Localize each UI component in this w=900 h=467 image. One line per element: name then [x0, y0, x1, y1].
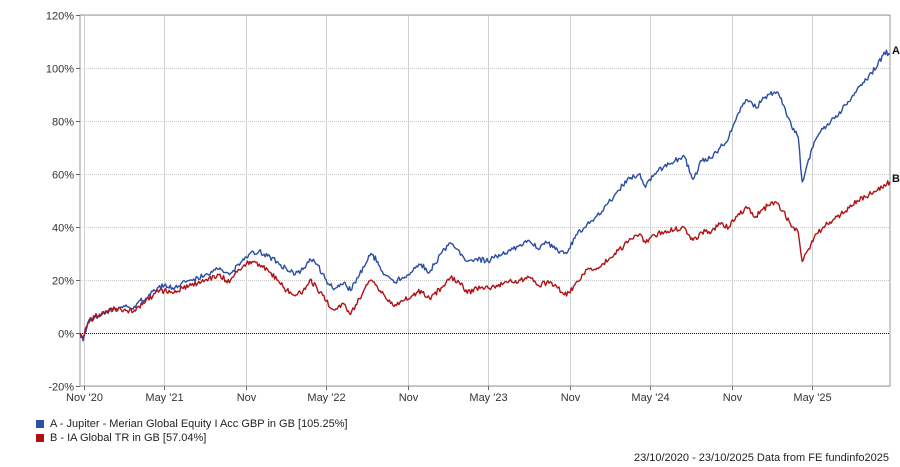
legend-label-b: B - IA Global TR in GB [57.04%] — [50, 432, 207, 444]
legend-item-b[interactable]: B - IA Global TR in GB [57.04%] — [36, 431, 348, 445]
x-tick-label: May '25 — [793, 392, 831, 404]
x-axis: Nov '20 May '21 Nov May '22 Nov May '23 Nov May… — [66, 386, 832, 404]
footer-date-range: 23/10/2020 - 23/10/2025 — [633, 452, 754, 464]
series-lines: AB — [79, 45, 900, 342]
y-tick-label: 20% — [52, 276, 74, 288]
series-line-a — [79, 49, 891, 342]
series-end-label-b: B — [892, 173, 900, 185]
legend: A - Jupiter - Merian Global Equity I Acc… — [36, 417, 348, 445]
x-tick-label: May '22 — [307, 392, 345, 404]
x-tick-label: May '23 — [469, 392, 507, 404]
series-line-b — [79, 180, 891, 339]
y-tick-label: 120% — [46, 11, 74, 23]
legend-swatch-a — [36, 420, 44, 428]
grid — [80, 15, 890, 387]
footer-source-text: Data from FE fundinfo2025 — [756, 452, 889, 464]
plot-frame — [79, 14, 891, 387]
footer-source: 23/10/2020 - 23/10/2025 Data from FE fun… — [634, 452, 889, 464]
x-tick-label: May '21 — [145, 392, 183, 404]
series-end-label-a: A — [892, 45, 900, 57]
x-tick-label: Nov — [561, 392, 581, 404]
y-tick-label: 0% — [58, 329, 74, 341]
y-tick-label: 100% — [46, 64, 74, 76]
y-tick-label: 80% — [52, 117, 74, 129]
legend-item-a[interactable]: A - Jupiter - Merian Global Equity I Acc… — [36, 417, 348, 431]
x-tick-label: Nov — [399, 392, 419, 404]
y-tick-label: 40% — [52, 223, 74, 235]
x-tick-label: May '24 — [631, 392, 669, 404]
line-chart: -20% 0% 20% 40% 60% 80% 100% 120% Nov '20 May '2… — [46, 11, 900, 405]
x-tick-label: Nov '20 — [66, 392, 103, 404]
y-tick-label: -20% — [48, 382, 74, 394]
y-tick-label: 60% — [52, 170, 74, 182]
legend-label-a: A - Jupiter - Merian Global Equity I Acc… — [50, 418, 348, 430]
x-tick-label: Nov — [237, 392, 257, 404]
x-tick-label: Nov — [723, 392, 743, 404]
y-axis: -20% 0% 20% 40% 60% 80% 100% 120% — [46, 11, 80, 394]
legend-swatch-b — [36, 434, 44, 442]
